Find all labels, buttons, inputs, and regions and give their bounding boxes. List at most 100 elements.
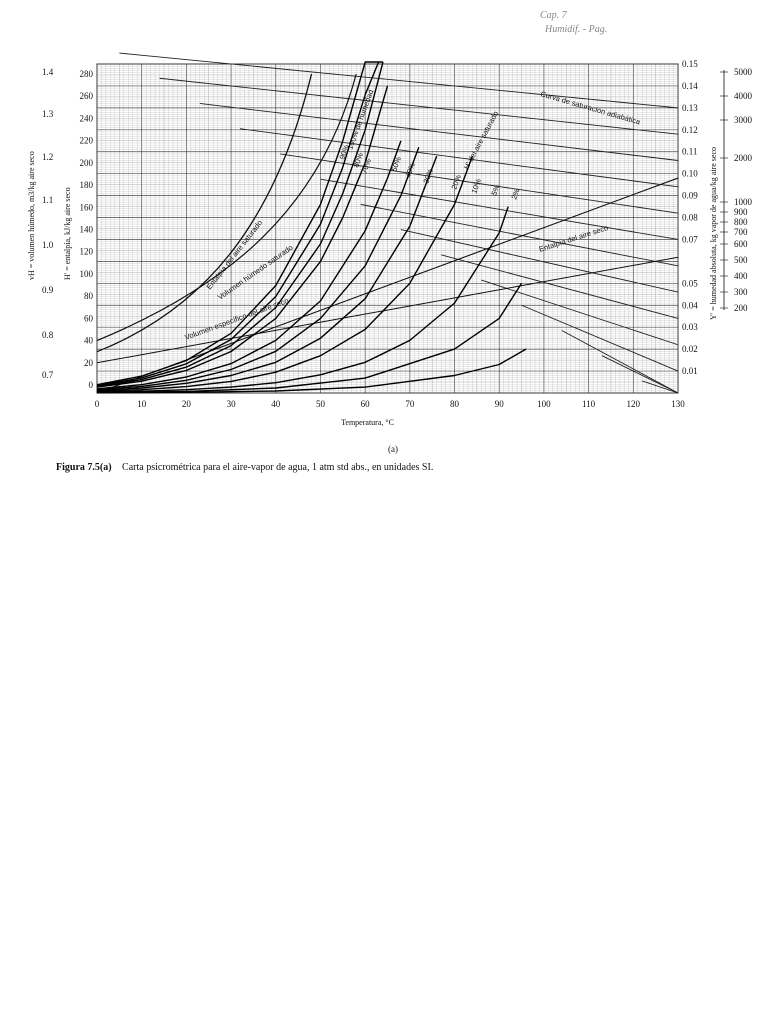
- x-tick-label: 30: [227, 399, 237, 409]
- y-right-tick-label: 0.03: [682, 322, 698, 332]
- y-right-tick-label: 0.10: [682, 169, 698, 179]
- y-right-tick-label: 0.04: [682, 300, 698, 310]
- y-right-tick-label: 0.15: [682, 59, 698, 69]
- humidity-curve: [96, 282, 523, 394]
- humidity-curve: [96, 140, 402, 390]
- y-left-tick-label: 160: [80, 202, 94, 212]
- x-tick-label: 100: [537, 399, 551, 409]
- y-outer-tick-label: 0.7: [42, 370, 54, 380]
- adiabatic-saturation-line: [601, 355, 679, 394]
- x-tick-label: 60: [361, 399, 371, 409]
- x-tick-label: 80: [450, 399, 460, 409]
- x-tick-label: 130: [671, 399, 685, 409]
- adiabatic-saturation-line: [199, 103, 679, 161]
- y-right-tick-label: 0.02: [682, 344, 698, 354]
- y-outer-tick-label: 1.1: [42, 195, 53, 205]
- saturated-enthalpy-line: [96, 73, 313, 353]
- far-right-tick-label: 600: [734, 239, 748, 249]
- x-tick-label: 20: [182, 399, 192, 409]
- psychrometric-chart: 0 10 20 30 40 50 60 70 80 90 100 110 120 130 Temperatu…: [27, 52, 753, 427]
- adiabatic-saturation-line: [400, 229, 679, 293]
- far-right-tick-label: 1000: [734, 197, 753, 207]
- x-axis-title: Temperatura, °C: [341, 418, 394, 427]
- y-outer-tick-label: 0.9: [42, 285, 54, 295]
- y-left-tick-label: 200: [80, 158, 94, 168]
- humidity-curve: [96, 348, 527, 394]
- y-right-axis-title: Y' = humedad absoluta, kg vapor de agua/…: [709, 147, 718, 320]
- adiabatic-saturation-line: [119, 52, 679, 109]
- y-right-tick-label: 0.08: [682, 213, 698, 223]
- y-right-tick-label: 0.05: [682, 278, 698, 288]
- y-left-tick-label: 20: [84, 358, 94, 368]
- adiabatic-saturation-line: [642, 380, 679, 394]
- humidity-curve: [96, 61, 383, 386]
- far-right-tick-label: 900: [734, 207, 748, 217]
- y-left-tick-label: 100: [80, 269, 94, 279]
- adiabatic-saturation-line: [239, 128, 679, 188]
- far-right-tick-label: 700: [734, 227, 748, 237]
- x-tick-label: 50: [316, 399, 326, 409]
- y-right-tick-label: 0.11: [682, 147, 697, 157]
- far-right-tick-label: 4000: [734, 91, 753, 101]
- caption-label: Figura 7.5(a): [56, 462, 112, 473]
- far-right-tick-label: 300: [734, 287, 748, 297]
- y-outer-tick-label: 1.0: [42, 240, 54, 250]
- x-tick-label: 0: [95, 399, 100, 409]
- panel-label: (a): [388, 444, 398, 454]
- dry-air-volume-line: [96, 256, 679, 364]
- far-right-tick-label: 3000: [734, 115, 753, 125]
- series-layer: [96, 61, 527, 394]
- y-right-tick-label: 0.14: [682, 81, 698, 91]
- saturated-volume-line: [96, 73, 357, 342]
- far-right-tick-label: 400: [734, 271, 748, 281]
- far-right-tick-label: 2000: [734, 153, 753, 163]
- y-outer-tick-label: 1.3: [42, 109, 54, 119]
- y-right-tick-label: 0.01: [682, 366, 698, 376]
- series-label: 5%: [489, 183, 501, 197]
- y-left-tick-label: 0: [89, 380, 94, 390]
- x-tick-label: 110: [582, 399, 596, 409]
- humidity-curve: [96, 206, 509, 393]
- y-left-tick-label: 260: [80, 91, 94, 101]
- y-left-tick-label: 240: [80, 113, 94, 123]
- y-right-tick-label: 0.09: [682, 191, 698, 201]
- chart-grid: [96, 63, 679, 394]
- dry-air-enthalpy-line: [96, 177, 679, 394]
- x-tick-label: 90: [495, 399, 505, 409]
- x-tick-label: 10: [137, 399, 147, 409]
- y-left-tick-label: 220: [80, 136, 94, 146]
- y-left-axis-title: H' = entalpía, kJ/kg aire seco: [63, 187, 72, 280]
- humidity-curve: [96, 85, 389, 388]
- humidity-curve: [96, 147, 420, 391]
- handwritten-note: Humidif. - Pag.: [545, 24, 608, 35]
- figure-caption: Figura 7.5(a) Carta psicrométrica para e…: [56, 462, 736, 473]
- y-left-tick-label: 60: [84, 313, 94, 323]
- caption-text: Carta psicrométrica para el aire-vapor d…: [122, 462, 434, 473]
- far-right-tick-label: 5000: [734, 67, 753, 77]
- far-right-tick-label: 500: [734, 255, 748, 265]
- far-right-tick-label: 200: [734, 303, 748, 313]
- adiabatic-saturation-line: [441, 254, 679, 319]
- adiabatic-saturation-line: [159, 77, 679, 135]
- humidity-curve: [96, 155, 474, 392]
- adiabatic-saturation-line: [320, 178, 679, 240]
- x-tick-label: 120: [627, 399, 641, 409]
- humidity-curve: [96, 61, 384, 388]
- y-right-tick-label: 0.07: [682, 234, 698, 244]
- y-left-tick-label: 180: [80, 180, 94, 190]
- y-left-tick-label: 140: [80, 225, 94, 235]
- x-tick-label: 70: [405, 399, 415, 409]
- adiabatic-saturation-line: [561, 330, 679, 394]
- axis-layer: 0 10 20 30 40 50 60 70 80 90 100 110 120 130 Temperatu…: [27, 59, 753, 427]
- y-left-tick-label: 40: [84, 336, 94, 346]
- y-outer-tick-label: 1.2: [42, 152, 53, 162]
- y-outer-tick-label: 1.4: [42, 67, 54, 77]
- handwritten-note: Cap. 7: [540, 10, 567, 21]
- y-outer-tick-label: 0.8: [42, 330, 54, 340]
- adiabatic-saturation-line: [481, 279, 679, 346]
- humidity-curve: [96, 61, 380, 387]
- adiabatic-saturation-line: [280, 153, 679, 214]
- humidity-curve: [96, 155, 438, 392]
- far-right-tick-label: 800: [734, 217, 748, 227]
